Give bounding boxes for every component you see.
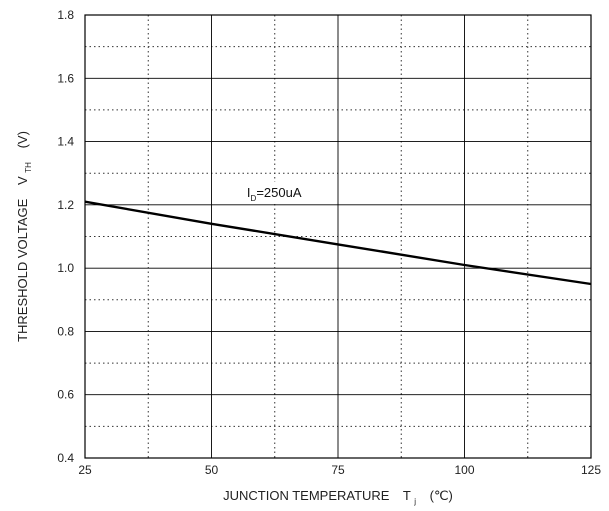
x-axis-label-symbol: T bbox=[403, 488, 411, 503]
y-tick-label: 0.8 bbox=[57, 324, 74, 338]
x-tick-label: 125 bbox=[581, 463, 601, 477]
y-tick-label: 0.4 bbox=[57, 451, 74, 465]
y-tick-label: 1.6 bbox=[57, 71, 74, 85]
tick-labels: 25 50 75 100 125 0.4 0.6 0.8 1.0 1.2 1.4 1.6 1.8 bbox=[57, 8, 601, 477]
y-tick-label: 1.8 bbox=[57, 8, 74, 22]
y-axis-label-unit: (V) bbox=[15, 131, 30, 148]
x-axis-label-subscript: j bbox=[413, 497, 416, 506]
y-tick-label: 1.2 bbox=[57, 198, 74, 212]
x-axis-label-unit: (℃) bbox=[430, 488, 453, 503]
y-tick-label: 1.0 bbox=[57, 261, 74, 275]
grid bbox=[84, 14, 592, 459]
x-tick-label: 25 bbox=[78, 463, 92, 477]
x-tick-label: 75 bbox=[331, 463, 345, 477]
x-axis-label-text: JUNCTION TEMPERATURE bbox=[223, 488, 390, 503]
x-tick-label: 50 bbox=[205, 463, 219, 477]
y-tick-label: 1.4 bbox=[57, 135, 74, 149]
y-axis-label-subscript: TH bbox=[24, 162, 33, 173]
x-tick-label: 100 bbox=[454, 463, 474, 477]
series-layer bbox=[84, 200, 592, 286]
y-tick-label: 0.6 bbox=[57, 388, 74, 402]
x-axis-label: JUNCTION TEMPERATURE T j (℃) bbox=[223, 488, 453, 507]
y-axis-label-text: THRESHOLD VOLTAGE bbox=[15, 198, 30, 342]
y-axis-label-symbol: V bbox=[15, 176, 30, 185]
annotation-label: ID=250uA bbox=[247, 185, 302, 203]
series-line bbox=[84, 200, 592, 286]
annotation-background bbox=[242, 181, 319, 202]
annotation-layer: ID=250uA bbox=[242, 181, 319, 203]
plot-frame bbox=[84, 14, 592, 459]
y-axis-label: THRESHOLD VOLTAGE V TH (V) bbox=[15, 131, 34, 342]
